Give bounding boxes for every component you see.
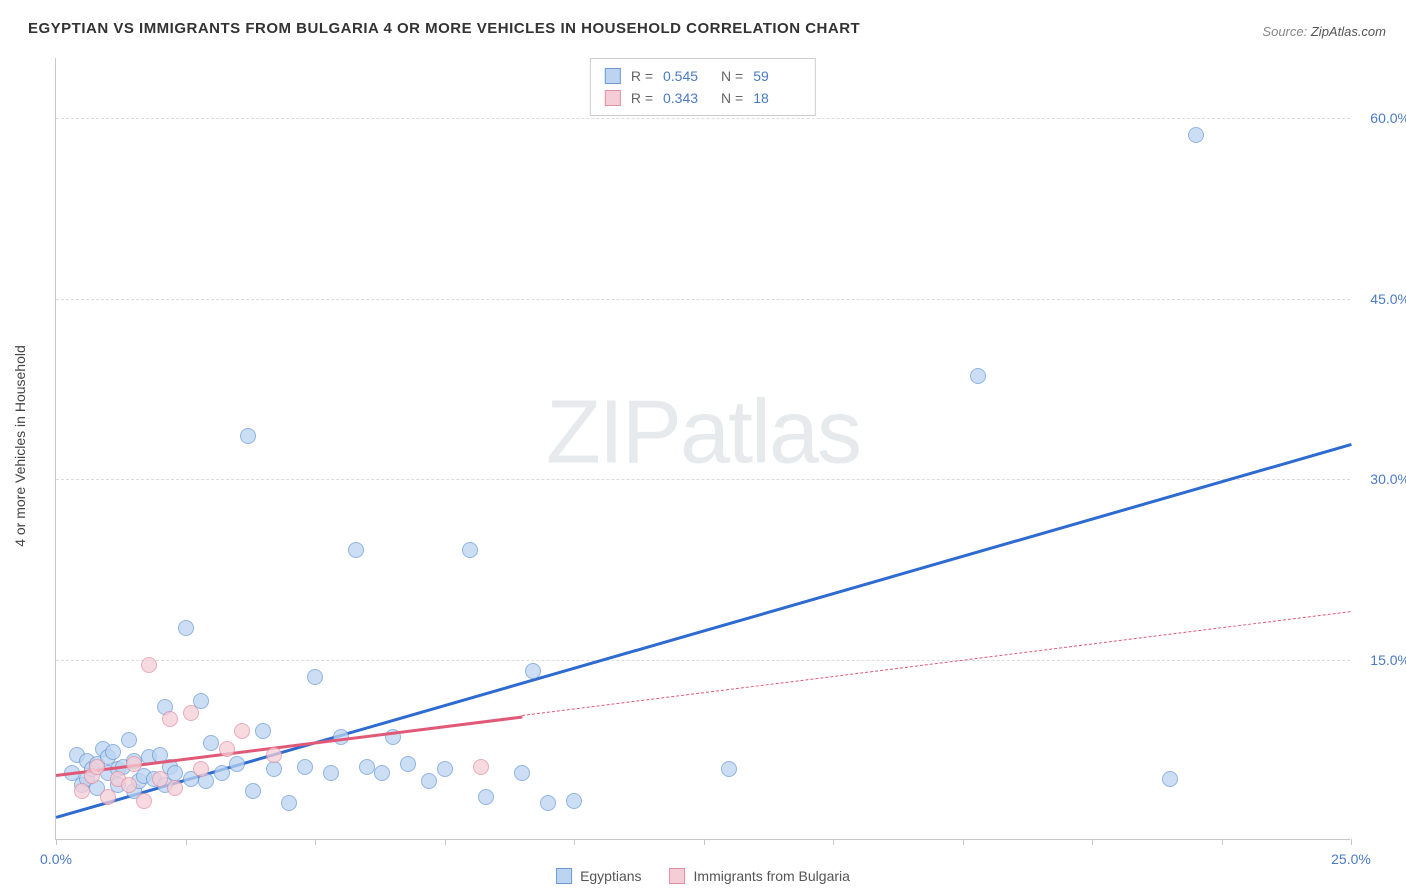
data-point [1188,127,1204,143]
stat-r-value: 0.343 [663,87,711,109]
source-value: ZipAtlas.com [1311,24,1386,39]
data-point [525,663,541,679]
y-axis-title: 4 or more Vehicles in Household [12,345,28,547]
x-tick [963,839,964,845]
series-swatch [605,90,621,106]
source-attribution: Source: ZipAtlas.com [1262,24,1386,39]
data-point [136,793,152,809]
x-tick [56,839,57,845]
data-point [255,723,271,739]
data-point [162,711,178,727]
data-point [203,735,219,751]
x-tick [445,839,446,845]
data-point [514,765,530,781]
x-tick [833,839,834,845]
data-point [193,761,209,777]
y-tick-label: 30.0% [1355,471,1406,487]
data-point [307,669,323,685]
data-point [240,428,256,444]
data-point [421,773,437,789]
series-legend: Egyptians Immigrants from Bulgaria [556,868,850,884]
chart-title: EGYPTIAN VS IMMIGRANTS FROM BULGARIA 4 O… [28,20,860,37]
data-point [266,747,282,763]
data-point [478,789,494,805]
legend-item: Immigrants from Bulgaria [670,868,850,884]
gridline [56,118,1350,119]
series-swatch [605,68,621,84]
data-point [400,756,416,772]
stat-n-label: N = [721,65,743,87]
x-tick [1092,839,1093,845]
data-point [540,795,556,811]
data-point [74,783,90,799]
trend-line [56,443,1352,818]
data-point [281,795,297,811]
data-point [121,777,137,793]
x-tick [1351,839,1352,845]
data-point [126,756,142,772]
series-swatch [556,868,572,884]
data-point [105,744,121,760]
stat-n-value: 59 [753,65,801,87]
legend-item: Egyptians [556,868,641,884]
data-point [462,542,478,558]
data-point [245,783,261,799]
data-point [473,759,489,775]
data-point [721,761,737,777]
data-point [141,657,157,673]
x-tick [704,839,705,845]
x-tick [1222,839,1223,845]
data-point [374,765,390,781]
data-point [1162,771,1178,787]
data-point [100,789,116,805]
data-point [297,759,313,775]
data-point [348,542,364,558]
stat-r-label: R = [631,87,653,109]
data-point [214,765,230,781]
stats-row: R = 0.343 N = 18 [605,87,801,109]
data-point [323,765,339,781]
x-tick-label: 0.0% [40,851,72,867]
data-point [359,759,375,775]
data-point [229,756,245,772]
y-tick-label: 60.0% [1355,110,1406,126]
gridline [56,299,1350,300]
stat-r-value: 0.545 [663,65,711,87]
gridline [56,479,1350,480]
x-tick [186,839,187,845]
data-point [266,761,282,777]
stat-r-label: R = [631,65,653,87]
x-tick-label: 25.0% [1331,851,1371,867]
x-tick [315,839,316,845]
legend-label: Egyptians [580,868,641,884]
series-swatch [670,868,686,884]
stats-legend: R = 0.545 N = 59 R = 0.343 N = 18 [590,58,816,116]
data-point [970,368,986,384]
watermark: ZIPatlas [546,381,860,484]
data-point [566,793,582,809]
stat-n-label: N = [721,87,743,109]
stats-row: R = 0.545 N = 59 [605,65,801,87]
data-point [152,771,168,787]
x-tick [574,839,575,845]
data-point [167,780,183,796]
data-point [89,759,105,775]
data-point [183,705,199,721]
y-tick-label: 45.0% [1355,291,1406,307]
y-tick-label: 15.0% [1355,652,1406,668]
data-point [437,761,453,777]
trend-line [522,611,1351,716]
data-point [234,723,250,739]
data-point [219,741,235,757]
stat-n-value: 18 [753,87,801,109]
source-label: Source: [1262,24,1307,39]
plot-area: ZIPatlas 15.0%30.0%45.0%60.0%0.0%25.0% [55,58,1350,840]
data-point [178,620,194,636]
gridline [56,660,1350,661]
legend-label: Immigrants from Bulgaria [694,868,850,884]
data-point [121,732,137,748]
data-point [167,765,183,781]
